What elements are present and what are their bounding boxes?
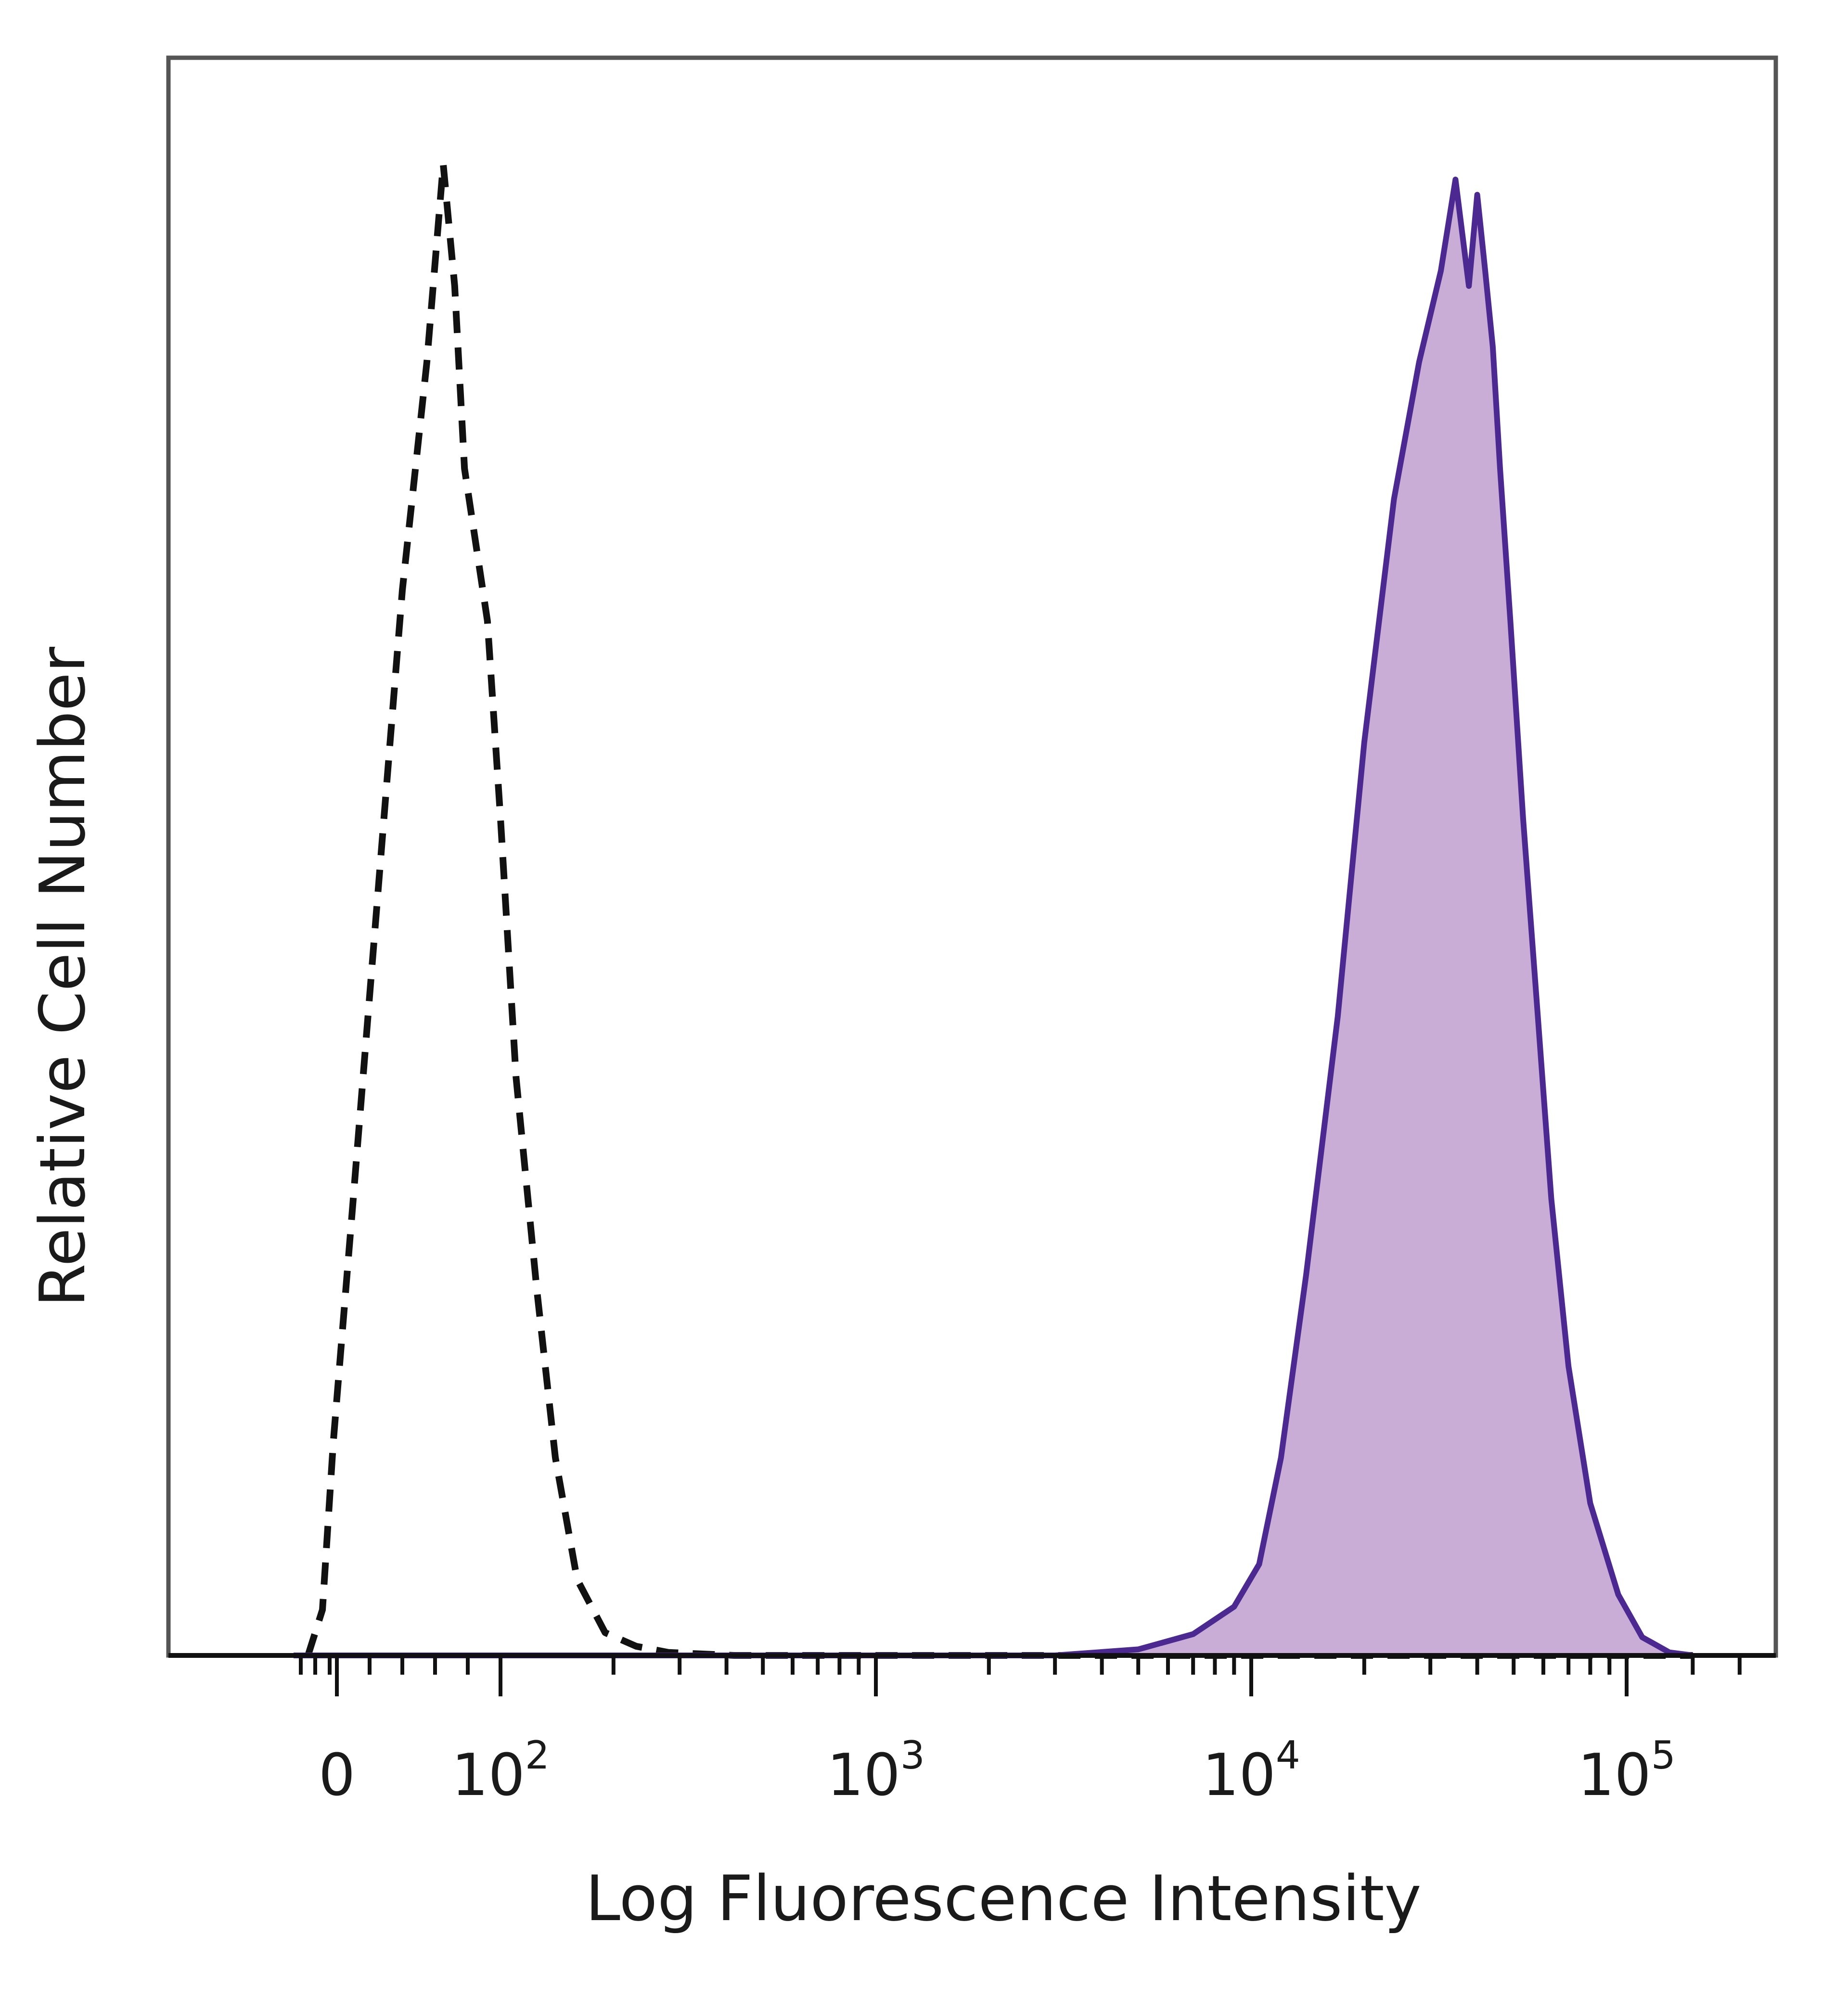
x-tick-label: 104 (1202, 1733, 1300, 1809)
x-tick-label: 103 (827, 1733, 925, 1809)
x-tick-label: 102 (451, 1733, 550, 1809)
series-1-line (294, 177, 1694, 1658)
series-layer (294, 161, 1694, 1659)
y-axis-label: Relative Cell Number (26, 646, 99, 1307)
series-1-fill (294, 179, 1693, 1655)
x-axis-tick-labels: 0 102 103 104 105 (319, 1733, 1676, 1809)
x-axis-ticks (299, 1655, 1742, 1696)
x-tick-label: 0 (319, 1742, 355, 1809)
x-tick-label: 105 (1578, 1733, 1676, 1809)
x-axis-label: Log Fluorescence Intensity (585, 1862, 1421, 1935)
series-0-line (305, 161, 1693, 1659)
